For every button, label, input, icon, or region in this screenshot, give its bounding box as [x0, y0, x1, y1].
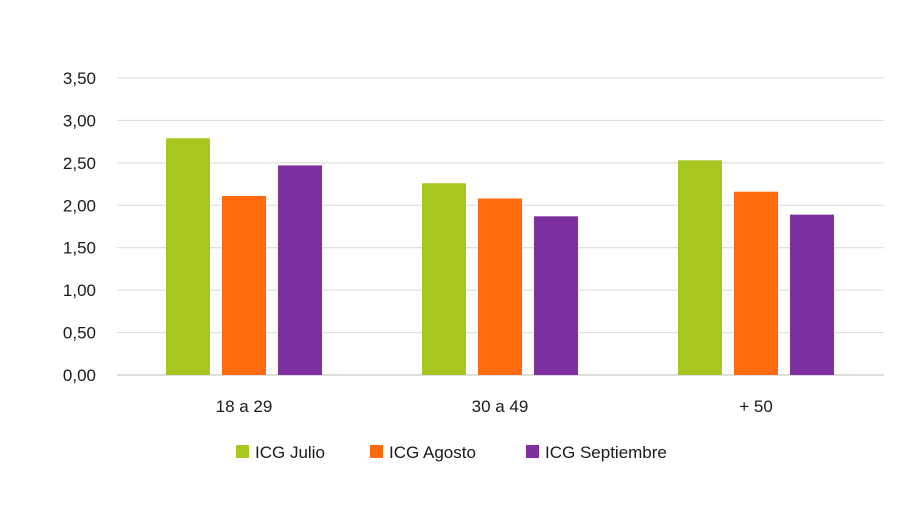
legend: ICG Julio ICG Agosto ICG Septiembre	[236, 443, 667, 462]
bar-2-3	[734, 191, 778, 375]
bar-3-1	[278, 165, 322, 375]
x-tick-label: 18 a 29	[216, 397, 273, 416]
y-tick-label: 1,50	[63, 239, 96, 258]
legend-swatch	[526, 445, 539, 458]
bar-3-3	[790, 214, 834, 375]
x-axis: 18 a 29 30 a 49 + 50	[216, 397, 773, 416]
legend-label: ICG Agosto	[389, 443, 476, 462]
legend-swatch	[370, 445, 383, 458]
bar-2-1	[222, 195, 266, 375]
y-tick-label: 3,00	[63, 111, 96, 130]
y-tick-label: 1,00	[63, 281, 96, 300]
legend-swatch	[236, 445, 249, 458]
bar-2-2	[478, 198, 522, 375]
legend-label: ICG Julio	[255, 443, 325, 462]
x-tick-label: 30 a 49	[472, 397, 529, 416]
bar-3-2	[534, 216, 578, 375]
x-tick-label: + 50	[739, 397, 773, 416]
y-tick-label: 0,50	[63, 324, 96, 343]
bar-1-3	[678, 160, 722, 375]
y-tick-label: 3,50	[63, 69, 96, 88]
y-tick-label: 2,50	[63, 154, 96, 173]
bars	[166, 138, 834, 375]
bar-1-2	[422, 183, 466, 375]
y-axis: 0,00 0,50 1,00 1,50 2,00 2,50 3,00 3,50	[63, 69, 96, 385]
y-tick-label: 0,00	[63, 366, 96, 385]
bar-1-1	[166, 138, 210, 375]
y-tick-label: 2,00	[63, 196, 96, 215]
legend-label: ICG Septiembre	[545, 443, 667, 462]
